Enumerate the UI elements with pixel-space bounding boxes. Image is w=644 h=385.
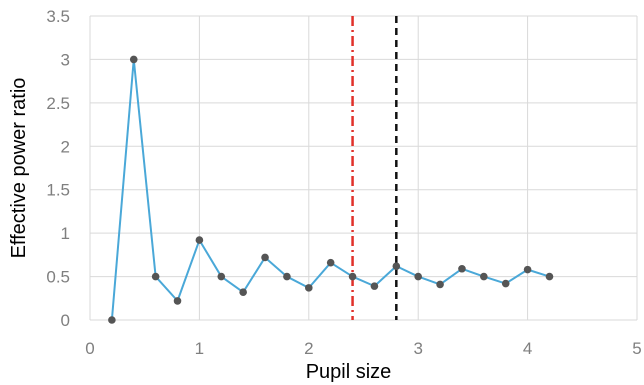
data-point: [305, 284, 313, 292]
reference-lines: [351, 16, 398, 320]
x-tick-label: 1: [195, 339, 204, 358]
y-tick-label: 1.5: [46, 181, 70, 200]
y-axis-ticks: 0 0.5 1 1.5 2 2.5 3 3.5: [46, 7, 70, 330]
data-point: [129, 55, 138, 64]
data-point: [414, 272, 423, 281]
data-point: [501, 279, 510, 288]
data-point: [326, 258, 335, 267]
y-axis-title: Effective power ratio: [8, 78, 30, 259]
data-point: [283, 272, 291, 281]
data-point: [480, 272, 488, 281]
data-point: [195, 236, 204, 244]
x-tick-label: 4: [523, 339, 532, 358]
y-tick-label: 2.5: [46, 94, 70, 113]
grid: [89, 15, 638, 321]
y-tick-label: 3.5: [46, 7, 70, 26]
data-point: [173, 297, 182, 305]
data-point: [458, 264, 466, 273]
data-point: [370, 282, 379, 290]
x-tick-label: 3: [413, 339, 422, 358]
x-tick-label: 0: [85, 339, 94, 358]
data-point: [436, 280, 444, 289]
data-point: [108, 316, 116, 324]
x-tick-label: 5: [632, 339, 641, 358]
data-point: [239, 288, 247, 297]
data-point: [217, 272, 226, 281]
data-point: [151, 272, 160, 281]
data-point: [348, 272, 357, 281]
y-tick-label: 2: [61, 137, 70, 156]
data-point: [261, 253, 269, 262]
x-axis-ticks: 0 1 2 3 4 5: [85, 339, 641, 358]
data-point: [523, 265, 532, 274]
y-tick-label: 0: [61, 311, 70, 330]
x-tick-label: 2: [304, 339, 313, 358]
series-layer: [108, 55, 554, 324]
y-tick-label: 0.5: [46, 268, 70, 287]
data-point: [392, 262, 401, 270]
data-point: [545, 272, 554, 281]
y-tick-label: 1: [61, 224, 70, 243]
y-tick-label: 3: [61, 50, 70, 69]
x-axis-title: Pupil size: [306, 361, 392, 383]
